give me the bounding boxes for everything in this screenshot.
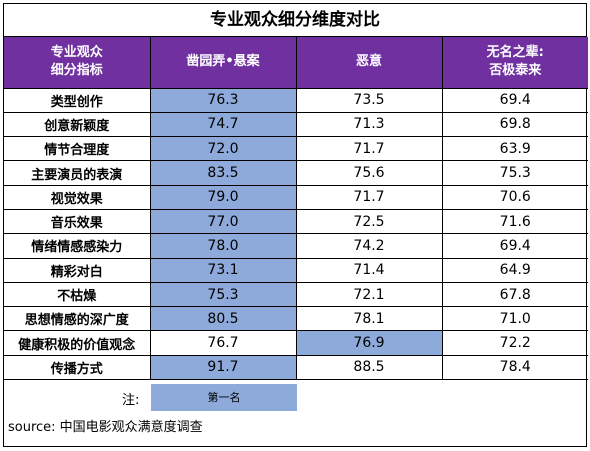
score-cell: 71.0 [441,306,588,332]
score-cell: 74.7 [149,111,297,138]
row-label: 思想情感的深广度 [4,306,151,332]
score-cell: 75.3 [441,160,588,186]
comparison-table: 专业观众 细分指标 凿园弄•悬案 恶意 无名之辈: 否极泰来 类型创作 76.3 7… [4,37,588,381]
footer: 注: 第一名 source: 中国电影观众满意度调查 [4,380,586,437]
table-row: 精彩对白 73.1 71.4 64.9 [4,257,588,283]
score-cell: 73.5 [295,87,443,113]
table-title: 专业观众细分维度对比 [4,4,586,37]
table-row: 思想情感的深广度 80.5 78.1 71.0 [4,306,588,332]
score-cell: 78.0 [149,233,297,259]
score-cell: 72.1 [295,281,443,308]
score-cell: 76.7 [149,330,297,356]
score-cell: 72.5 [295,208,443,235]
score-cell: 73.1 [149,257,297,283]
table-row: 健康积极的价值观念 76.7 76.9 72.2 [4,330,588,356]
score-cell: 70.6 [441,184,588,210]
score-cell: 79.0 [149,184,297,210]
score-cell: 78.1 [295,306,443,332]
row-label: 创意新颖度 [4,111,151,138]
row-label: 精彩对白 [4,257,151,283]
score-cell: 75.3 [149,281,297,308]
score-cell: 78.4 [441,354,588,381]
row-label: 类型创作 [4,87,151,113]
score-cell: 72.2 [441,330,588,356]
row-label: 视觉效果 [4,184,151,210]
row-label: 情绪情感感染力 [4,233,151,259]
row-label: 健康积极的价值观念 [4,330,151,356]
table-row: 主要演员的表演 83.5 75.6 75.3 [4,160,588,186]
score-cell: 71.4 [295,257,443,283]
header-metric: 专业观众 细分指标 [4,37,151,89]
first-place-legend: 第一名 [151,384,297,412]
row-label: 传播方式 [4,354,151,381]
table-row: 不枯燥 75.3 72.1 67.8 [4,281,588,308]
score-cell: 72.0 [149,136,297,162]
row-label: 音乐效果 [4,208,151,235]
comparison-sheet: 专业观众细分维度对比 专业观众 细分指标 凿园弄•悬案 恶意 无名之辈: 否极泰… [3,3,588,447]
table-row: 传播方式 91.7 88.5 78.4 [4,354,588,381]
score-cell: 75.6 [295,160,443,186]
score-cell: 64.9 [441,257,588,283]
note-label: 注: [122,393,140,409]
score-cell: 74.2 [295,233,443,259]
row-label: 情节合理度 [4,136,151,162]
row-label: 不枯燥 [4,281,151,308]
header-row: 专业观众 细分指标 凿园弄•悬案 恶意 无名之辈: 否极泰来 [4,37,588,89]
header-film-3: 无名之辈: 否极泰来 [441,37,588,89]
score-cell: 69.8 [441,111,588,138]
table-row: 创意新颖度 74.7 71.3 69.8 [4,111,588,138]
score-cell: 88.5 [295,354,443,381]
score-cell: 76.3 [149,87,297,113]
score-cell: 91.7 [149,354,297,381]
score-cell: 69.4 [441,87,588,113]
source-text: source: 中国电影观众满意度调查 [8,420,203,436]
row-label: 主要演员的表演 [4,160,151,186]
score-cell: 83.5 [149,160,297,186]
table-row: 音乐效果 77.0 72.5 71.6 [4,208,588,235]
score-cell: 71.7 [295,136,443,162]
score-cell: 71.7 [295,184,443,210]
score-cell: 76.9 [295,330,443,356]
score-cell: 69.4 [441,233,588,259]
score-cell: 63.9 [441,136,588,162]
score-cell: 77.0 [149,208,297,235]
header-film-1: 凿园弄•悬案 [149,37,297,89]
score-cell: 67.8 [441,281,588,308]
score-cell: 80.5 [149,306,297,332]
table-row: 视觉效果 79.0 71.7 70.6 [4,184,588,210]
score-cell: 71.3 [295,111,443,138]
score-cell: 71.6 [441,208,588,235]
table-row: 情节合理度 72.0 71.7 63.9 [4,136,588,162]
table-row: 类型创作 76.3 73.5 69.4 [4,87,588,113]
header-film-2: 恶意 [295,37,443,89]
table-row: 情绪情感感染力 78.0 74.2 69.4 [4,233,588,259]
